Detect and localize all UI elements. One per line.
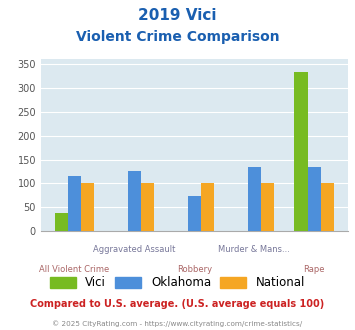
Bar	[55, 213, 68, 231]
Text: 2019 Vici: 2019 Vici	[138, 8, 217, 23]
Bar	[321, 183, 334, 231]
Bar	[261, 183, 274, 231]
Bar	[201, 183, 214, 231]
Text: Murder & Mans...: Murder & Mans...	[218, 245, 290, 254]
Text: Aggravated Assault: Aggravated Assault	[93, 245, 176, 254]
Text: © 2025 CityRating.com - https://www.cityrating.com/crime-statistics/: © 2025 CityRating.com - https://www.city…	[53, 320, 302, 327]
Bar	[188, 196, 201, 231]
Bar	[248, 167, 261, 231]
Bar	[294, 72, 307, 231]
Bar	[68, 176, 81, 231]
Text: Compared to U.S. average. (U.S. average equals 100): Compared to U.S. average. (U.S. average …	[31, 299, 324, 309]
Bar	[141, 183, 154, 231]
Legend: Vici, Oklahoma, National: Vici, Oklahoma, National	[45, 272, 310, 294]
Text: All Violent Crime: All Violent Crime	[39, 265, 110, 274]
Text: Violent Crime Comparison: Violent Crime Comparison	[76, 30, 279, 44]
Bar	[307, 167, 321, 231]
Text: Robbery: Robbery	[177, 265, 212, 274]
Bar	[128, 171, 141, 231]
Bar	[81, 183, 94, 231]
Text: Rape: Rape	[304, 265, 325, 274]
